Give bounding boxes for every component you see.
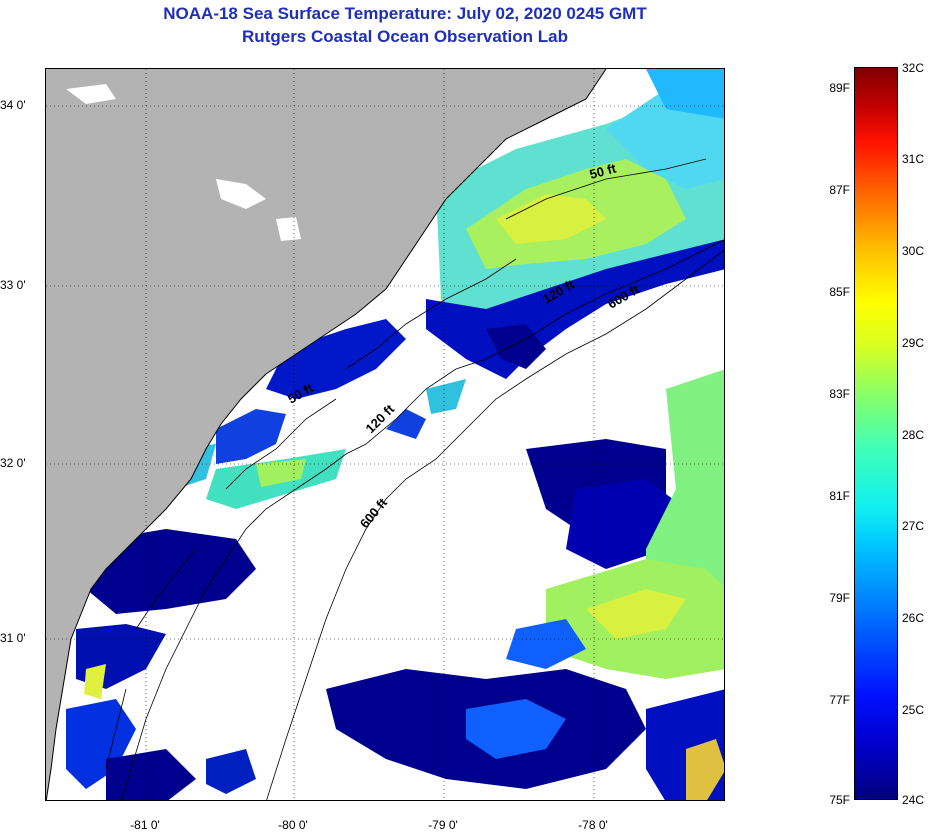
temperature-colorbar — [854, 67, 898, 800]
isobath-label: 50 ft — [588, 160, 618, 182]
lon-label: -79 0' — [428, 818, 458, 832]
land-mass — [46, 69, 606, 800]
colorbar-c-label: 30C — [902, 244, 925, 258]
lat-label: 32 0' — [0, 456, 26, 470]
colorbar-f-label: 85F — [829, 285, 850, 299]
colorbar-c-label: 27C — [902, 519, 925, 533]
colorbar-f-label: 79F — [829, 591, 850, 605]
map-title: NOAA-18 Sea Surface Temperature: July 02… — [163, 4, 647, 23]
colorbar-c-label: 25C — [902, 703, 925, 717]
lon-label: -81 0' — [130, 818, 160, 832]
colorbar-c-label: 24C — [902, 793, 925, 807]
isobath-600ft — [266, 250, 724, 800]
lat-label: 31 0' — [0, 631, 26, 645]
colorbar-f-label: 83F — [829, 387, 850, 401]
lon-label: -78 0' — [578, 818, 608, 832]
lat-label: 33 0' — [0, 278, 26, 292]
colorbar-c-label: 31C — [902, 152, 925, 166]
map-subtitle: Rutgers Coastal Ocean Observation Lab — [242, 27, 568, 46]
colorbar-c-label: 29C — [902, 336, 925, 350]
isobath-120ft — [121, 239, 724, 800]
colorbar-f-label: 81F — [829, 489, 850, 503]
colorbar-f-label: 77F — [829, 693, 850, 707]
colorbar-c-label: 28C — [902, 428, 925, 442]
colorbar-c-label: 26C — [902, 611, 925, 625]
graticule — [46, 69, 724, 800]
colorbar-f-label: 87F — [829, 183, 850, 197]
isobath-50ft — [105, 158, 707, 770]
sst-map: 50 ft 120 ft 600 ft 50 ft 120 ft 600 ft — [45, 68, 725, 801]
colorbar-c-label: 32C — [902, 61, 925, 75]
colorbar-f-label: 75F — [829, 793, 850, 807]
lon-label: -80 0' — [278, 818, 308, 832]
colorbar-f-label: 89F — [829, 81, 850, 95]
lat-label: 34 0' — [0, 98, 26, 112]
